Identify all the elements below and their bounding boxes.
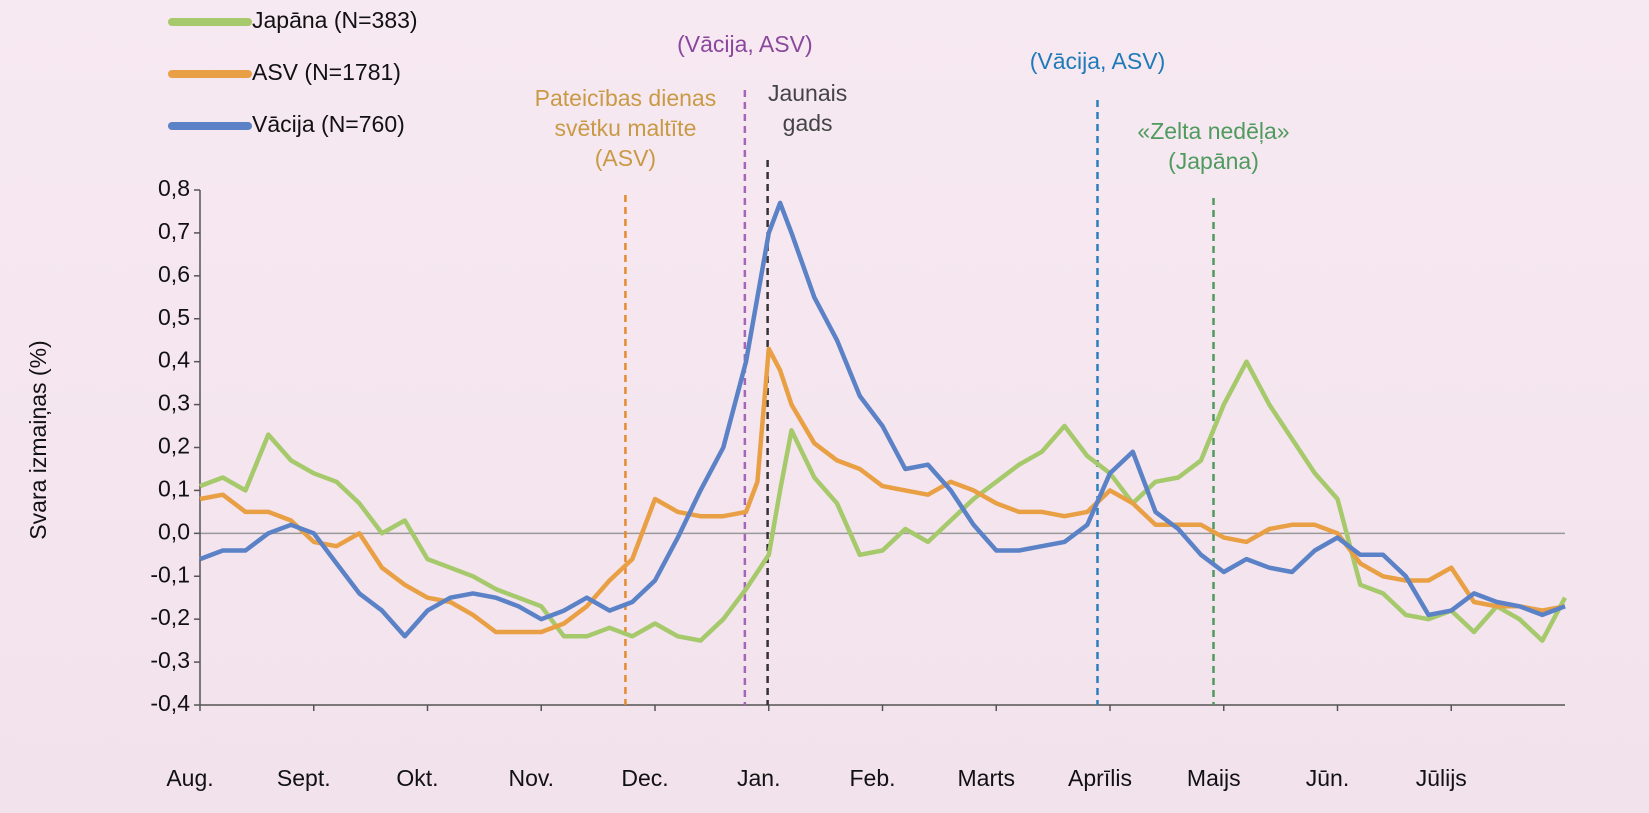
y-tick-label: 0,2 <box>158 433 190 459</box>
x-tick-label: Jūn. <box>1306 765 1349 791</box>
y-tick-label: -0,2 <box>150 604 190 630</box>
legend-label: Vācija (N=760) <box>252 111 405 137</box>
y-axis-label: Svara izmaiņas (%) <box>25 340 51 539</box>
annotation-text: svētku maltīte <box>554 115 696 141</box>
y-tick-label: 0,4 <box>158 347 190 373</box>
y-tick-label: 0,8 <box>158 175 190 201</box>
annotation-text: Pateicības dienas <box>535 85 717 111</box>
x-tick-label: Aug. <box>166 765 213 791</box>
x-tick-label: Okt. <box>396 765 438 791</box>
y-tick-label: -0,3 <box>150 647 190 673</box>
x-tick-label: Jan. <box>737 765 780 791</box>
x-tick-label: Aprīlis <box>1068 765 1132 791</box>
series-line <box>199 200 1566 639</box>
y-tick-label: -0,4 <box>150 690 190 716</box>
y-tick-label: 0,6 <box>158 261 190 287</box>
y-tick-label: -0,1 <box>150 561 190 587</box>
annotation-text: (Vācija, ASV) <box>677 31 813 57</box>
annotation-text: gads <box>783 110 833 136</box>
y-tick-label: 0,5 <box>158 304 190 330</box>
y-tick-label: 0,1 <box>158 475 190 501</box>
x-tick-label: Sept. <box>277 765 331 791</box>
y-tick-label: 0,3 <box>158 390 190 416</box>
annotation-text: Jaunais <box>768 80 847 106</box>
y-tick-label: 0,7 <box>158 218 190 244</box>
x-tick-label: Nov. <box>508 765 554 791</box>
annotation-text: (Japāna) <box>1168 148 1259 174</box>
annotation-text: (ASV) <box>595 145 656 171</box>
x-tick-label: Feb. <box>849 765 895 791</box>
y-tick-label: 0,0 <box>158 518 190 544</box>
x-tick-label: Maijs <box>1187 765 1241 791</box>
x-tick-label: Marts <box>958 765 1016 791</box>
legend-label: ASV (N=1781) <box>252 59 401 85</box>
annotation-text: «Zelta nedēļa» <box>1137 118 1289 144</box>
series-line <box>199 359 1567 643</box>
legend-label: Japāna (N=383) <box>252 7 418 33</box>
x-tick-label: Dec. <box>621 765 668 791</box>
x-tick-label: Jūlijs <box>1416 765 1467 791</box>
series-line <box>199 346 1566 635</box>
annotation-text: (Vācija, ASV) <box>1030 48 1166 74</box>
